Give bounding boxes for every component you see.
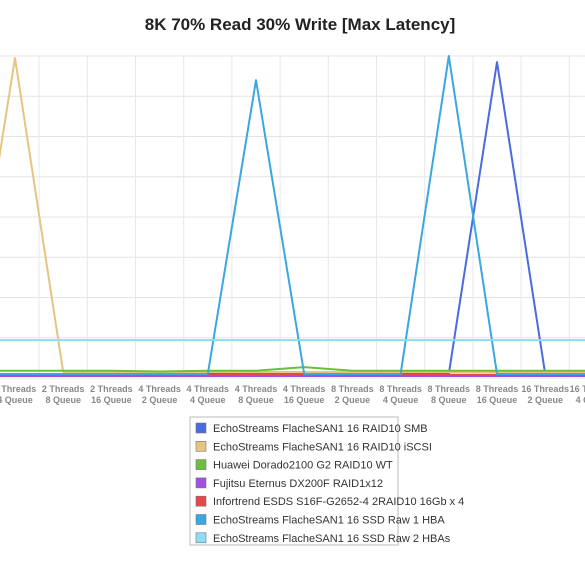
x-tick-label: 4 Threads 4 Queue [187, 384, 230, 405]
series-line [0, 57, 585, 373]
legend-swatch [195, 422, 207, 434]
legend-label: EchoStreams FlacheSAN1 16 SSD Raw 1 HBA [213, 515, 445, 527]
legend-swatch [195, 532, 207, 544]
series-line [0, 55, 585, 375]
legend-label: Infortrend ESDS S16F-G2652-4 2RAID10 16G… [213, 496, 464, 508]
grid [0, 55, 585, 379]
legend-label: EchoStreams FlacheSAN1 16 RAID10 iSCSI [213, 441, 432, 453]
x-tick-label: 8 Threads 16 Queue [476, 384, 519, 405]
legend-label: EchoStreams FlacheSAN1 16 RAID10 SMB [213, 423, 428, 435]
x-tick-label: 8 Threads 2 Queue [331, 384, 374, 405]
x-tick-label: 4 Threads 16 Queue [283, 384, 326, 405]
legend-label: EchoStreams FlacheSAN1 16 SSD Raw 2 HBAs [213, 533, 451, 545]
x-tick-label: 16 Threads 2 Queue [521, 384, 569, 405]
legend-label: Fujitsu Eternus DX200F RAID1x12 [213, 478, 383, 490]
x-tick-label: 4 Threads 2 Queue [138, 384, 181, 405]
legend-box [189, 416, 399, 546]
x-tick-label: 2 Threads 8 Queue [42, 384, 85, 405]
legend-swatch [195, 495, 207, 507]
x-tick-label: 4 Threads 8 Queue [235, 384, 278, 405]
legend-swatch [195, 440, 207, 452]
legend-label: Huawei Dorado2100 G2 RAID10 WT [213, 460, 393, 472]
chart-title: 8K 70% Read 30% Write [Max Latency] [145, 15, 456, 34]
series-line [0, 366, 585, 373]
legend-swatch [195, 459, 207, 470]
x-tick-label: 8 Threads 8 Queue [428, 384, 471, 405]
legend-swatch [195, 514, 207, 525]
x-tick-label: 8 Threads 4 Queue [379, 384, 422, 405]
series-line [0, 372, 585, 377]
legend-swatch [195, 477, 207, 489]
x-tick-label: 2 Threads 16 Queue [90, 384, 133, 405]
